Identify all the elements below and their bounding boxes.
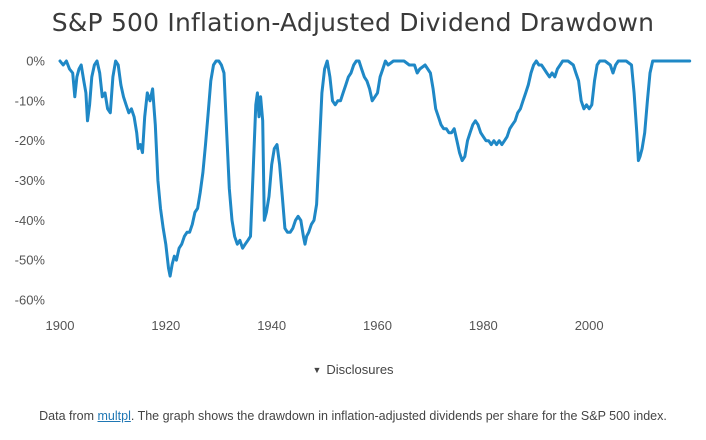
y-tick-label: -10% bbox=[15, 93, 46, 108]
x-tick-label: 2000 bbox=[575, 318, 604, 333]
y-tick-label: -50% bbox=[15, 253, 46, 268]
y-tick-label: -60% bbox=[15, 293, 46, 308]
chart-plot-area: 0% -10% -20% -30% -40% -50% -60%1900 1920 1940 19… bbox=[15, 54, 692, 333]
y-tick-label: -30% bbox=[15, 173, 46, 188]
x-tick-label: 1900 bbox=[46, 318, 75, 333]
multpl-link[interactable]: multpl bbox=[97, 409, 131, 423]
y-tick-label: -20% bbox=[15, 133, 46, 148]
series-line-drawdown bbox=[58, 59, 692, 278]
footer-suffix: . The graph shows the drawdown in inflat… bbox=[130, 409, 667, 423]
x-tick-label: 1960 bbox=[363, 318, 392, 333]
disclosures-label: Disclosures bbox=[326, 362, 394, 377]
y-tick-label: 0% bbox=[26, 54, 45, 69]
y-tick-label: -40% bbox=[15, 213, 46, 228]
x-tick-label: 1980 bbox=[469, 318, 498, 333]
x-tick-label: 1940 bbox=[257, 318, 286, 333]
disclosures-toggle[interactable]: ▼ Disclosures bbox=[0, 362, 706, 377]
x-tick-label: 1920 bbox=[151, 318, 180, 333]
footer-note: Data from multpl. The graph shows the dr… bbox=[0, 409, 706, 423]
triangle-down-icon: ▼ bbox=[312, 365, 322, 375]
chart-title: S&P 500 Inflation-Adjusted Dividend Draw… bbox=[51, 8, 655, 37]
footer-prefix: Data from bbox=[39, 409, 98, 423]
